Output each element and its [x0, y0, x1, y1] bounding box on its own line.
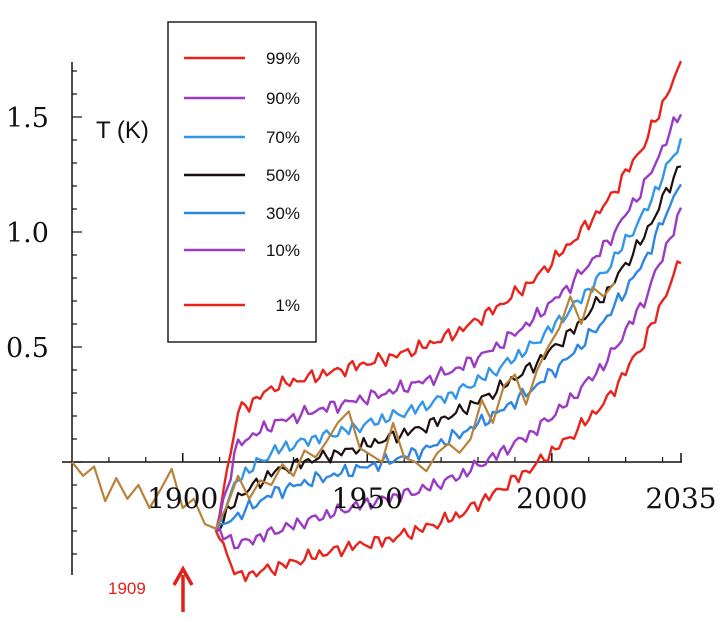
legend-label: 30%	[266, 204, 300, 223]
series-line-50pct	[215, 165, 682, 533]
series-line-99pct	[214, 60, 683, 532]
year-annotation: 1909	[108, 565, 194, 612]
x-tick-label: 1900	[147, 482, 218, 515]
series-line-90pct	[214, 113, 683, 532]
legend-label: 70%	[266, 128, 300, 147]
x-tick-label: 2000	[516, 482, 587, 515]
legend: 99% 90% 70% 50% 30% 10% 1%	[167, 21, 317, 343]
y-axis-label: T (K)	[96, 117, 149, 144]
legend-label: 50%	[266, 166, 300, 185]
legend-label: 1%	[275, 296, 300, 315]
observed-temperature-line	[71, 281, 616, 530]
legend-box	[167, 21, 317, 343]
x-tick-label: 2035	[645, 482, 716, 515]
y-tick-label: 1.5	[6, 103, 49, 134]
annotation-arrow-head	[172, 565, 194, 586]
annotation-label: 1909	[108, 579, 146, 598]
legend-label: 90%	[266, 89, 300, 108]
y-tick-label: 1.0	[6, 218, 49, 249]
y-tick-label: 0.5	[6, 333, 49, 364]
series-line-1pct	[214, 260, 682, 583]
series-line-10pct	[215, 207, 683, 550]
legend-label: 10%	[266, 241, 300, 260]
legend-label: 99%	[266, 49, 300, 68]
series-line-70pct	[214, 137, 683, 532]
x-tick-label: 1950	[332, 482, 403, 515]
